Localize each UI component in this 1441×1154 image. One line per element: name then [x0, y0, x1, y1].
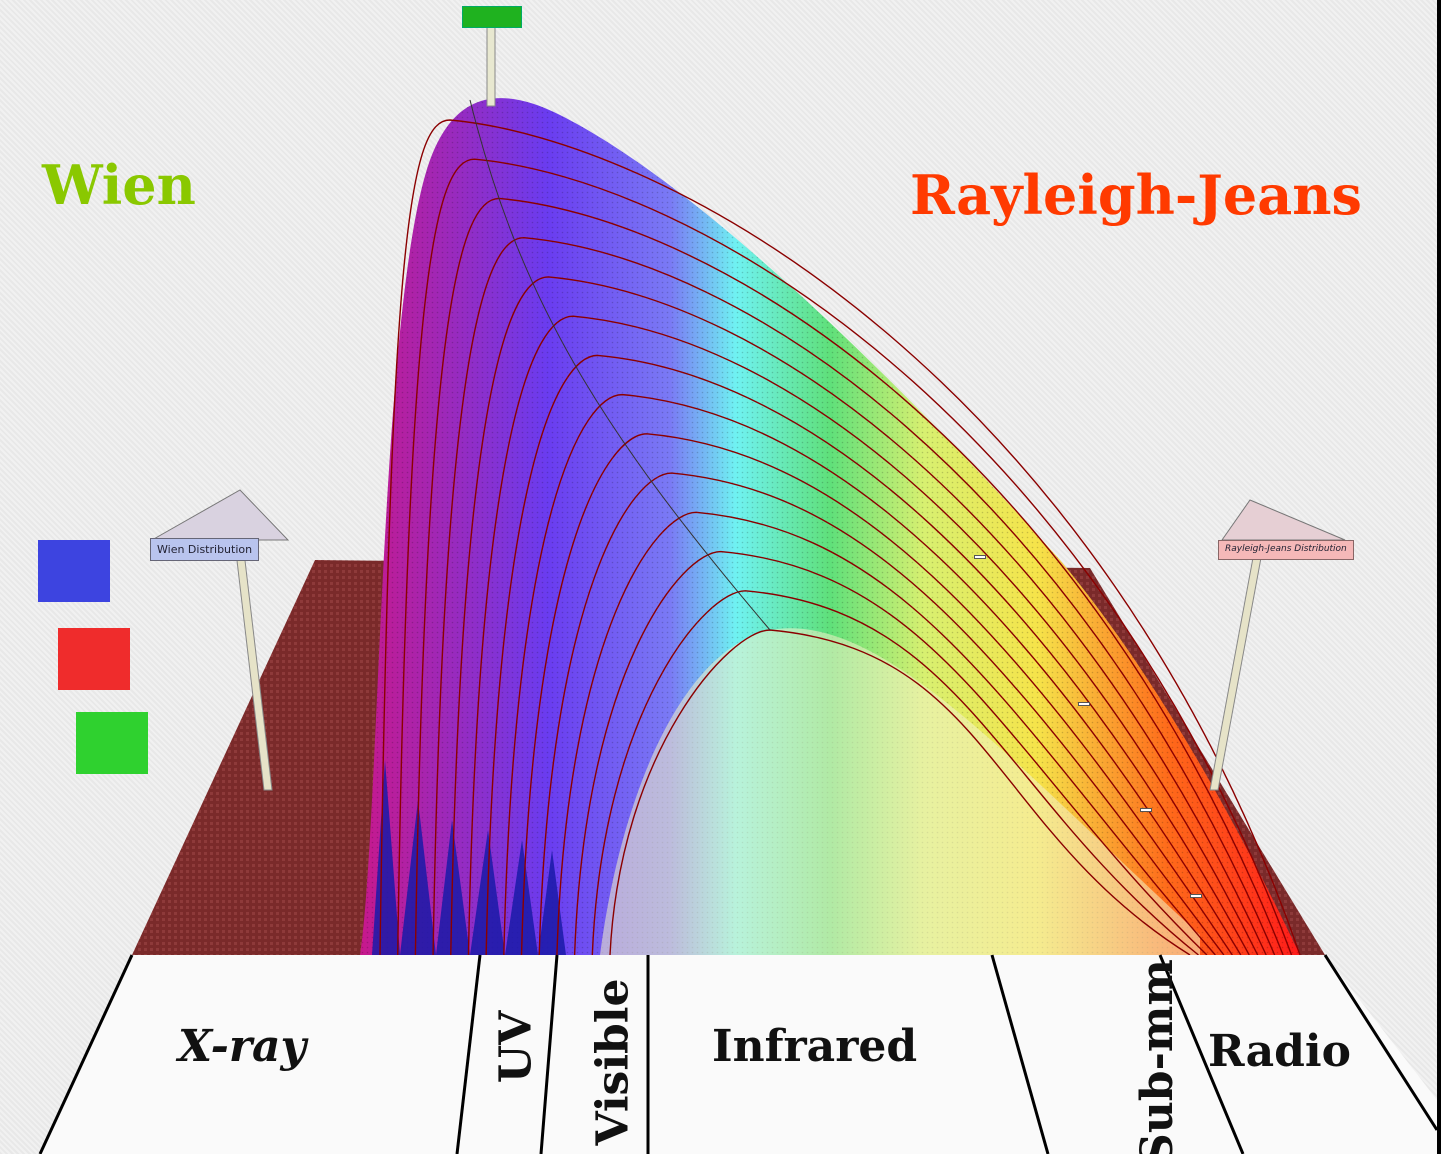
band-xray: X-ray	[178, 1021, 307, 1072]
peak-pole	[486, 23, 496, 107]
band-radio: Radio	[1208, 1026, 1351, 1077]
isotherm-curve	[396, 158, 1293, 956]
wien-displacement-line	[469, 99, 771, 631]
band-submm: Sub-mm	[1131, 959, 1183, 1154]
curve-tag-1	[974, 555, 986, 559]
isotherm-curve	[609, 629, 1191, 956]
rayleigh-jeans-distribution-sign: Rayleigh-Jeans Distribution	[1218, 540, 1354, 560]
rayleigh-jeans-label: Rayleigh-Jeans	[910, 163, 1362, 227]
peak-marker	[462, 6, 522, 28]
rj-sign-roof	[1221, 499, 1346, 541]
band-panel	[40, 955, 1437, 1154]
wien-distribution-sign: Wien Distribution	[150, 538, 260, 561]
isotherm-curve	[503, 393, 1242, 956]
isotherm-curve	[467, 315, 1259, 956]
isotherm-curve	[573, 550, 1208, 956]
red-cube	[58, 628, 130, 690]
isotherm-curve	[556, 511, 1216, 956]
curve-tag-3	[1140, 808, 1152, 812]
isotherm-curve	[379, 119, 1301, 956]
wien-label: Wien	[42, 153, 196, 217]
green-cube	[76, 712, 148, 774]
rj-pole	[1209, 519, 1269, 791]
inner-hump	[600, 628, 1200, 955]
isotherm-curve	[538, 472, 1225, 956]
isotherm-curves	[379, 119, 1301, 956]
curve-tag-2	[1078, 702, 1090, 706]
isotherm-curve	[520, 433, 1233, 956]
isotherm-curve	[591, 590, 1199, 956]
isotherm-curve	[485, 354, 1250, 956]
wien-spikes	[372, 760, 566, 955]
band-lines	[38, 954, 1437, 1154]
curve-tag-top	[842, 298, 852, 300]
band-infrared: Infrared	[712, 1021, 918, 1072]
isotherm-curve	[414, 197, 1284, 956]
isotherm-curve	[432, 236, 1276, 956]
wien-sign-roof	[150, 489, 290, 541]
band-uv: UV	[490, 1010, 542, 1084]
isotherm-curve	[450, 276, 1267, 956]
blue-cube	[38, 540, 110, 602]
curve-tag-4	[1190, 894, 1202, 898]
band-visible: Visible	[587, 978, 639, 1146]
